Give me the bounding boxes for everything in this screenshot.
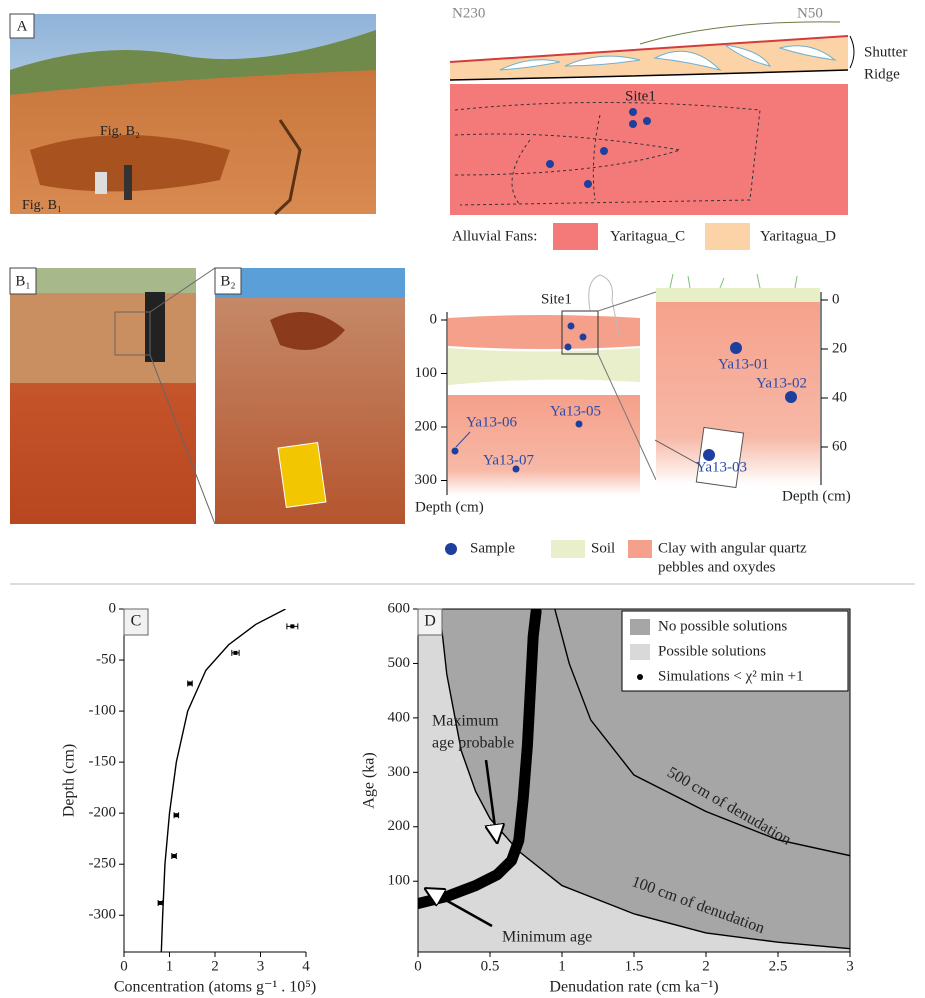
legend-label: Yaritagua_C [610,228,685,244]
sample-label: Ya13-01 [718,356,769,372]
plot-area [161,609,285,952]
y-tick-label: 600 [388,600,411,616]
figure: A Fig. B₂ Fig. B₁ N230 N50 Shutter Ridge [0,0,925,998]
point [158,901,162,905]
legend-label: Possible solutions [658,643,766,659]
x-tick-label: 0 [120,958,128,974]
point [290,624,294,628]
ridge-label: Ridge [864,66,900,82]
x-tick-label: 1.5 [625,958,644,974]
orientation: N50 [797,5,823,21]
x-tick-label: 1 [166,958,174,974]
legend-label: Clay with angular quartz [658,540,807,556]
legend-label: Soil [591,540,615,556]
ridge-label: Shutter [864,44,907,60]
cross-section: N230 N50 Shutter Ridge Site1 Alluvial Fa… [450,5,907,250]
legend-label: No possible solutions [658,618,787,634]
annotation: Minimum age [502,929,592,946]
depth-tick-label: 60 [832,438,847,454]
site-label: Site1 [541,291,572,307]
legend-swatch [637,674,643,680]
x-tick-label: 2 [211,958,219,974]
y-tick-label: 100 [388,873,411,889]
site-label: Site1 [625,88,656,104]
x-tick-label: 3 [846,958,854,974]
depth-tick-label: 300 [415,472,438,488]
y-axis-title: Age (ka) [361,752,378,808]
y-tick-label: 0 [109,600,117,616]
y-tick-label: -50 [96,651,116,667]
x-tick-label: 2.5 [769,958,788,974]
axis-title: Depth (cm) [782,488,851,504]
depth-tick-label: 100 [415,365,438,381]
panel-label: C [131,613,142,630]
x-tick-label: 3 [257,958,265,974]
legend-title: Alluvial Fans: [452,228,537,244]
sample-label: Ya13-05 [550,403,601,419]
y-tick-label: -250 [89,856,117,872]
annotation: age probable [432,735,514,752]
point [188,682,192,686]
legend-label: pebbles and oxydes [658,559,776,575]
point [233,651,237,655]
legend-swatch [630,644,650,660]
x-axis-title: Denudation rate (cm ka⁻¹) [549,979,718,996]
y-tick-label: 500 [388,655,411,671]
y-tick-label: -200 [89,805,117,821]
photo-label: Fig. B₁ [22,198,62,213]
y-tick-label: -150 [89,754,117,770]
axis-title: Depth (cm) [415,499,484,515]
sample-label: Ya13-07 [483,452,534,468]
panel-label: B₁ [15,273,30,289]
depth-tick-label: 0 [832,291,840,307]
orientation: N230 [452,5,485,21]
y-tick-label: 400 [388,709,411,725]
photo-a: A Fig. B₂ Fig. B₁ [10,14,376,214]
photo-b2: B₂ [215,268,405,524]
x-axis-title: Concentration (atoms g⁻¹ . 10⁵) [114,979,316,996]
x-tick-label: 0.5 [481,958,500,974]
x-tick-label: 1 [558,958,566,974]
legend-label: Simulations < χ² min +1 [658,668,804,684]
depth-tick-label: 40 [832,389,847,405]
photo-b1: B₁ [10,268,196,524]
y-tick-label: 200 [388,818,411,834]
legend-label: Sample [470,540,515,556]
profile-legend: Sample Soil Clay with angular quartz peb… [445,540,807,575]
legend-swatch [630,619,650,635]
point [172,854,176,858]
panel-label: A [17,18,28,34]
photo-label: Fig. B₂ [100,124,140,139]
depth-tick-label: 0 [430,311,438,327]
line [161,609,285,952]
x-tick-label: 4 [302,958,310,974]
y-tick-label: 300 [388,764,411,780]
sample-label: Ya13-02 [756,375,807,391]
y-tick-label: -300 [89,907,117,923]
sample-label: Ya13-06 [466,414,517,430]
x-tick-label: 2 [702,958,710,974]
panel-label: D [424,613,436,630]
x-tick-label: 0 [414,958,422,974]
y-tick-label: -100 [89,703,117,719]
depth-tick-label: 200 [415,418,438,434]
legend-label: Yaritagua_D [760,228,836,244]
y-axis-title: Depth (cm) [61,744,78,817]
point [174,813,178,817]
annotation: Maximum [432,713,499,730]
profile: Site1 Ya13-01 Ya13-02 Ya13-03 Ya13-05 Ya… [415,274,851,515]
sample-label: Ya13-03 [696,459,747,475]
panel-label: B₂ [220,273,235,289]
depth-tick-label: 20 [832,340,847,356]
